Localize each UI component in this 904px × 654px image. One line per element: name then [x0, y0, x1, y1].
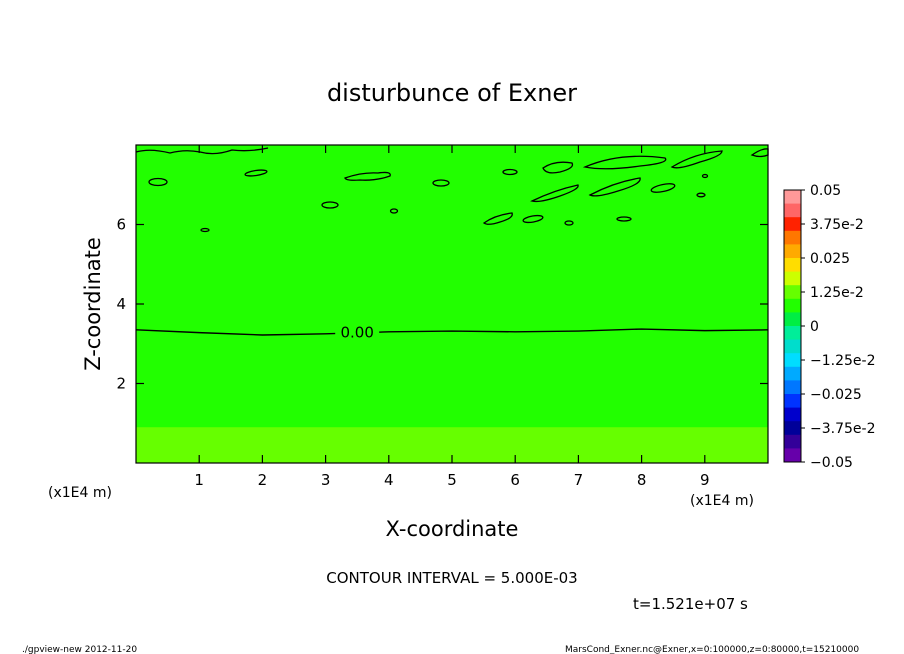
noise-contour-19	[701, 173, 709, 179]
noise-contour-13	[564, 220, 574, 226]
colorbar-swatch	[784, 298, 801, 313]
colorbar-label: 0.025	[810, 251, 850, 267]
colorbar-swatch	[784, 394, 801, 409]
noise-contour-16	[650, 183, 676, 193]
x-unit-left: (x1E4 m)	[48, 485, 112, 501]
contour-label: 0.00	[340, 324, 373, 342]
noise-contour-18	[696, 192, 706, 198]
noise-contour-7	[432, 179, 450, 187]
noise-contour-4	[321, 201, 339, 209]
x-tick-label: 5	[447, 471, 457, 489]
noise-contour-8	[502, 168, 518, 176]
colorbar-swatch	[784, 353, 801, 368]
colorbar-swatch	[784, 312, 801, 327]
noise-contour-5	[344, 171, 391, 181]
y-axis-label: Z-coordinate	[81, 237, 105, 371]
footer-left: ./gpview-new 2012-11-20	[22, 645, 137, 654]
noise-contour-12	[522, 214, 544, 224]
noise-contour-6	[389, 208, 399, 214]
noise-contour-9	[542, 161, 574, 174]
x-unit-right: (x1E4 m)	[690, 493, 754, 509]
x-tick-label: 9	[700, 471, 710, 489]
colorbar-swatch	[784, 407, 801, 422]
colorbar: 0.05 3.75e-2 0.025 1.25e-2 0 −1.25e-2 −0.025 −3…	[783, 183, 875, 471]
noise-contour-10	[530, 184, 579, 203]
noise-contour-14	[582, 155, 667, 170]
x-tick-label: 3	[321, 471, 331, 489]
colorbar-label: −1.25e-2	[810, 353, 875, 369]
chart-title: disturbunce of Exner	[327, 79, 577, 107]
x-tick-label: 4	[384, 471, 394, 489]
noise-contour-17	[670, 150, 723, 169]
top-edge-contour	[135, 147, 269, 155]
colorbar-label: 0.05	[810, 183, 841, 199]
noise-contour-2	[244, 169, 268, 177]
colorbar-swatch	[784, 380, 801, 395]
colorbar-label: −0.025	[810, 387, 862, 403]
x-tick-label: 8	[637, 471, 647, 489]
plot-area: 0.00 1 2 3 4 5 6 7 8 9 2 4 6	[116, 144, 769, 489]
colorbar-swatch	[784, 421, 801, 436]
contour-label-background	[335, 323, 380, 342]
noise-contour-3	[200, 227, 210, 233]
colorbar-label: −0.05	[810, 455, 853, 471]
colorbar-swatch	[784, 285, 801, 300]
noise-contour-11	[482, 212, 513, 225]
colorbar-swatch	[784, 271, 801, 286]
colorbar-swatch	[784, 190, 801, 205]
colorbar-swatch	[784, 258, 801, 273]
colorbar-label: 3.75e-2	[810, 217, 864, 233]
colorbar-label: −3.75e-2	[810, 421, 875, 437]
colorbar-swatch	[784, 244, 801, 259]
noise-contour-15	[588, 177, 641, 197]
colorbar-swatch	[784, 230, 801, 245]
time-text: t=1.521e+07 s	[633, 595, 748, 613]
zero-contour-line	[135, 328, 769, 336]
colorbar-swatch	[784, 448, 801, 463]
x-tick-label: 1	[194, 471, 204, 489]
x-axis-label: X-coordinate	[386, 517, 519, 541]
x-tick-label: 6	[510, 471, 520, 489]
upper-noise-contours	[135, 147, 769, 233]
colorbar-swatch	[784, 366, 801, 381]
x-tick-label: 7	[574, 471, 584, 489]
x-axis-ticks: 1 2 3 4 5 6 7 8 9	[194, 145, 710, 489]
colorbar-swatch	[784, 339, 801, 354]
colorbar-swatch	[784, 203, 801, 218]
noise-contour-1	[148, 177, 168, 187]
y-tick-label: 4	[116, 295, 126, 313]
y-tick-label: 6	[116, 216, 126, 234]
colorbar-swatch	[784, 217, 801, 232]
y-axis-ticks: 2 4 6	[116, 216, 768, 393]
colorbar-label: 1.25e-2	[810, 285, 864, 301]
footer-right: MarsCond_Exner.nc@Exner,x=0:100000,z=0:8…	[565, 645, 859, 654]
y-tick-label: 2	[116, 375, 126, 393]
colorbar-swatch	[784, 326, 801, 341]
contour-fill-upper	[136, 145, 768, 463]
x-tick-label: 2	[258, 471, 268, 489]
noise-contour-20	[616, 216, 632, 222]
colorbar-swatch	[784, 434, 801, 449]
colorbar-label: 0	[810, 319, 819, 335]
contour-interval-text: CONTOUR INTERVAL = 5.000E-03	[326, 569, 577, 587]
